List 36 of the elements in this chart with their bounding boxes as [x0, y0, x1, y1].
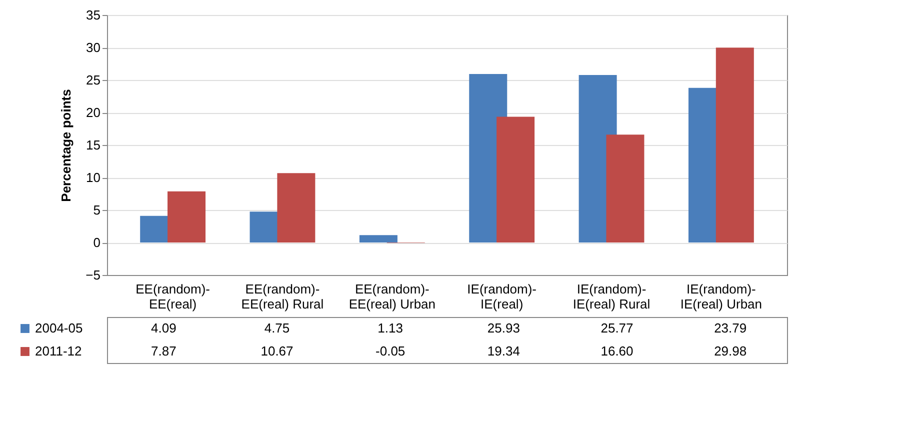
y-tick-label: 5 — [93, 202, 100, 218]
data-label: 25.93 — [487, 320, 520, 336]
data-label: 4.75 — [264, 320, 290, 336]
x-tick-label: EE(random)-EE(real) Urban — [348, 282, 436, 312]
y-tick-label: 20 — [86, 105, 100, 120]
x-tick-label: EE(random)-EE(real) Rural — [241, 282, 324, 312]
data-label: 25.77 — [600, 320, 634, 336]
legend-label: 2004-05 — [35, 320, 83, 336]
data-label: -0.05 — [376, 344, 406, 358]
data-label: 1.13 — [378, 320, 403, 336]
x-tick-label: IE(random)-IE(real) Urban — [680, 282, 762, 312]
x-tick-label: IE(random)-IE(real) Rural — [572, 282, 650, 312]
bar — [168, 191, 206, 242]
y-tick-label: 10 — [86, 170, 100, 185]
data-label: 19.34 — [487, 344, 520, 358]
bar — [496, 116, 535, 242]
data-label: 7.87 — [151, 344, 176, 358]
data-label: 4.09 — [151, 320, 176, 336]
y-axis-title: Percentage points — [58, 89, 74, 202]
bar — [606, 134, 644, 242]
bar — [359, 235, 398, 242]
data-label: 10.67 — [260, 344, 294, 358]
data-label: 29.98 — [714, 344, 747, 358]
bar — [716, 48, 754, 242]
y-tick-label: 35 — [86, 8, 100, 22]
data-label: 16.60 — [600, 344, 634, 358]
data-label: 23.79 — [714, 320, 747, 336]
bar — [277, 173, 316, 242]
y-tick-label: 15 — [86, 138, 100, 152]
y-tick-label: 25 — [86, 72, 100, 88]
legend-label: 2011-12 — [35, 344, 82, 358]
y-tick-label: 30 — [86, 40, 100, 55]
x-tick-label: EE(random)-EE(real) — [136, 282, 210, 312]
x-tick-label: IE(random)-IE(real) — [467, 282, 537, 312]
y-tick-label: 0 — [93, 235, 100, 250]
y-tick-label: −5 — [86, 268, 100, 282]
